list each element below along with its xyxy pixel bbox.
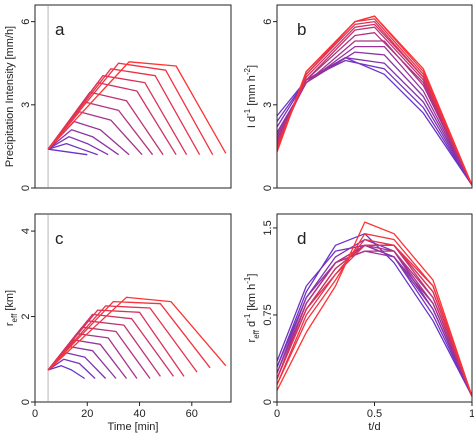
panel-d-ytick-label: 0.75 [262, 304, 274, 325]
panel-d-label: d [297, 229, 306, 248]
panel-a-series-line [47, 142, 98, 156]
panel-d: 0 0.75 1.5 0 0.5 1 d reff d-1 [km h-1] t/d [243, 213, 474, 433]
panel-d-xtick-label: 0.5 [367, 408, 382, 420]
panel-b-ticks: 0 3 6 [262, 19, 277, 191]
panel-b-series-line [276, 40, 473, 186]
panel-d-xtick-label: 0 [274, 408, 280, 420]
panel-b-frame [276, 4, 473, 189]
panel-c-series-line [47, 300, 211, 371]
panel-d-ytick-label: 1.5 [262, 220, 274, 235]
panel-a-series-line [47, 62, 214, 156]
panel-d-xlabel: t/d [368, 421, 380, 433]
panel-c-label: c [55, 229, 64, 248]
panel-c-ytick-label: 2 [20, 313, 32, 319]
panel-b-series [276, 15, 473, 186]
panel-d-series-line [276, 244, 473, 397]
panel-a-series-line [47, 61, 227, 154]
panel-b-ytick-label: 3 [262, 102, 274, 108]
panel-b-series-line [276, 32, 473, 186]
panel-b-series-line [276, 26, 473, 186]
panel-b-ylabel: I d-1 [mm h-2] [243, 65, 258, 128]
panel-a-series-line [47, 129, 119, 156]
panel-d-series-line [276, 233, 473, 397]
panel-c-series [47, 296, 227, 380]
panel-b-series-line [276, 23, 473, 186]
panel-c-xtick-label: 0 [32, 408, 38, 420]
panel-d-frame [276, 213, 473, 403]
panel-b-label: b [297, 20, 306, 39]
panel-c-xtick-label: 20 [81, 408, 93, 420]
panel-a-label: a [55, 20, 65, 39]
panel-a-series-line [47, 75, 188, 156]
panel-c-series-line [47, 296, 227, 371]
panel-c-xtick-label: 40 [133, 408, 145, 420]
panel-c-ylabel: reff [km] [4, 290, 19, 326]
panel-a-ytick-label: 6 [20, 19, 32, 25]
panel-d-ytick-label: 0 [262, 399, 274, 405]
panel-a-frame [34, 4, 232, 189]
panel-c-ytick-label: 0 [20, 399, 32, 405]
panel-b: 0 3 6 b I d-1 [mm h-2] [243, 4, 473, 191]
panel-c-series-line [47, 305, 198, 373]
panel-c-xlabel: Time [min] [108, 421, 159, 433]
panel-a-series-line [48, 148, 88, 156]
panel-a-series-line [47, 68, 201, 156]
panel-c-series-line [47, 358, 96, 379]
panel-b-ytick-label: 6 [262, 19, 274, 25]
panel-a-ticks: 0 3 6 [20, 6, 49, 191]
panel-b-ytick-label: 0 [262, 185, 274, 191]
panel-c-series-line [47, 365, 86, 380]
panel-c-xtick-label: 60 [186, 408, 198, 420]
panel-a: 0 3 6 a Precipitation Intensity [mm/h] [4, 4, 232, 191]
panel-d-ticks: 0 0.75 1.5 0 0.5 1 [262, 220, 474, 420]
panel-a-series-line [47, 136, 109, 156]
panel-d-ylabel: reff d-1 [km h-1] [243, 274, 261, 343]
panel-b-series-line [276, 15, 473, 186]
panel-a-series [47, 61, 227, 156]
panel-a-ytick-label: 0 [20, 185, 32, 191]
panel-b-series-line [276, 18, 473, 186]
panel-d-series [276, 221, 473, 397]
panel-d-xtick-label: 1 [469, 408, 474, 420]
panel-c-ytick-label: 4 [20, 228, 32, 234]
panel-c-series-line [47, 309, 185, 377]
panel-c-frame [34, 213, 232, 403]
panel-d-series-line [276, 221, 473, 397]
panel-a-ytick-label: 3 [20, 102, 32, 108]
panel-a-ylabel: Precipitation Intensity [mm/h] [4, 26, 16, 167]
